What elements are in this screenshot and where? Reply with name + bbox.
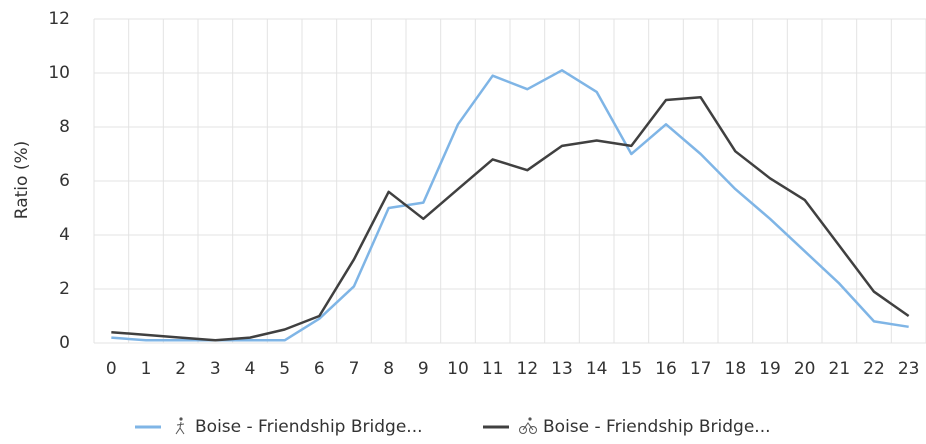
legend-icon: [528, 417, 532, 421]
x-tick-label: 5: [279, 359, 290, 379]
x-tick-label: 0: [106, 359, 117, 379]
x-tick-label: 15: [621, 359, 643, 379]
y-tick-label: 12: [48, 9, 70, 29]
x-tick-label: 10: [447, 359, 469, 379]
y-tick-label: 0: [59, 333, 70, 353]
legend-icon: [179, 417, 183, 421]
x-tick-label: 16: [655, 359, 677, 379]
line-series: [111, 96, 910, 342]
legend-icon: [529, 426, 537, 434]
x-tick-label: 18: [725, 359, 747, 379]
x-tick-label: 4: [245, 359, 256, 379]
x-tick-label: 14: [586, 359, 608, 379]
x-tick-label: 19: [759, 359, 781, 379]
x-tick-label: 23: [898, 359, 920, 379]
x-tick-label: 20: [794, 359, 816, 379]
y-axis-label: Ratio (%): [12, 141, 32, 219]
x-tick-label: 2: [175, 359, 186, 379]
x-tick-label: 1: [141, 359, 152, 379]
x-tick-label: 12: [517, 359, 539, 379]
y-tick-label: 4: [59, 225, 70, 245]
x-tick-label: 6: [314, 359, 325, 379]
x-tick-label: 8: [383, 359, 394, 379]
x-tick-label: 22: [863, 359, 885, 379]
x-tick-label: 7: [349, 359, 360, 379]
legend-label: Boise - Friendship Bridge...: [195, 417, 423, 437]
legend-icon: [175, 421, 185, 435]
y-tick-label: 2: [59, 279, 70, 299]
legend-label: Boise - Friendship Bridge...: [543, 417, 771, 437]
x-tick-label: 13: [551, 359, 573, 379]
x-tick-label: 21: [829, 359, 851, 379]
x-tick-label: 11: [482, 359, 504, 379]
legend-icon: [519, 426, 527, 434]
y-tick-label: 6: [59, 171, 70, 191]
y-tick-label: 8: [59, 117, 70, 137]
line-series: [111, 69, 909, 342]
legend-icon: [522, 422, 534, 431]
x-tick-label: 9: [418, 359, 429, 379]
x-tick-label: 17: [690, 359, 712, 379]
y-tick-label: 10: [48, 63, 70, 83]
x-tick-label: 3: [210, 359, 221, 379]
